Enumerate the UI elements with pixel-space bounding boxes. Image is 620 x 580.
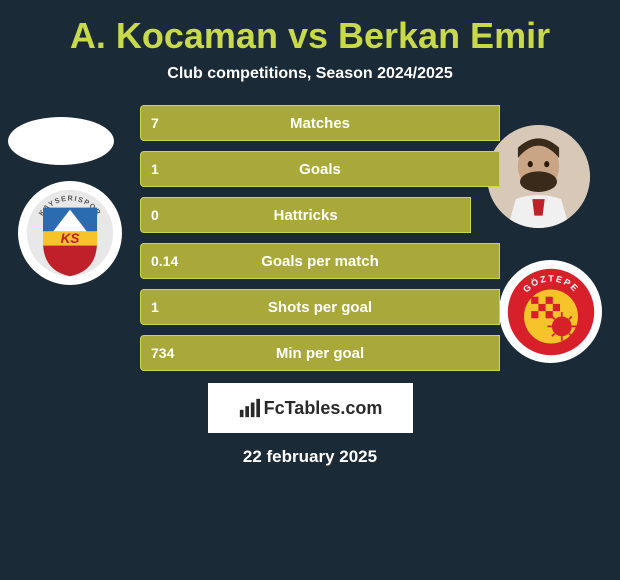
svg-text:KS: KS: [61, 231, 80, 246]
stat-label: Shots per goal: [141, 299, 499, 316]
date-label: 22 february 2025: [0, 447, 620, 467]
right-club-badge: GÖZTEPE: [499, 260, 602, 363]
stat-bar: 734Min per goal: [140, 335, 500, 371]
stat-row: 1Shots per goal: [140, 289, 500, 325]
stat-label: Min per goal: [141, 345, 499, 362]
stat-bar: 1Goals: [140, 151, 500, 187]
stat-bar: 1Shots per goal: [140, 289, 500, 325]
stat-label: Hattricks: [141, 207, 470, 224]
fctables-brand-text: FcTables.com: [264, 398, 383, 419]
left-player-avatar: [8, 117, 114, 165]
stat-value: 0.14: [151, 253, 178, 269]
stat-label: Goals: [141, 161, 499, 178]
stat-bar: 7Matches: [140, 105, 500, 141]
signal-bars-icon: [238, 397, 260, 419]
stat-row: 7Matches: [140, 105, 500, 141]
stat-row: 734Min per goal: [140, 335, 500, 371]
stat-value: 1: [151, 299, 159, 315]
stat-value: 0: [151, 207, 159, 223]
stat-row: 0Hattricks: [140, 197, 500, 233]
page-subtitle: Club competitions, Season 2024/2025: [0, 65, 620, 83]
stat-label: Matches: [141, 115, 499, 132]
stat-row: 1Goals: [140, 151, 500, 187]
stat-value: 734: [151, 345, 174, 361]
left-club-badge: KAYSERISPOR KS: [18, 181, 122, 285]
stat-rows: 7Matches1Goals0Hattricks0.14Goals per ma…: [140, 105, 500, 371]
stats-area: KAYSERISPOR KS GÖZTEPE: [0, 105, 620, 371]
stat-label: Goals per match: [141, 253, 499, 270]
right-player-avatar: [487, 125, 590, 228]
stat-value: 1: [151, 161, 159, 177]
goztepe-badge-icon: GÖZTEPE: [506, 267, 596, 357]
stat-bar: 0Hattricks: [140, 197, 471, 233]
fctables-watermark: FcTables.com: [208, 383, 413, 433]
page-title: A. Kocaman vs Berkan Emir: [0, 0, 620, 65]
stat-row: 0.14Goals per match: [140, 243, 500, 279]
kayserispor-badge-icon: KAYSERISPOR KS: [25, 188, 115, 278]
stat-value: 7: [151, 115, 159, 131]
stat-bar: 0.14Goals per match: [140, 243, 500, 279]
